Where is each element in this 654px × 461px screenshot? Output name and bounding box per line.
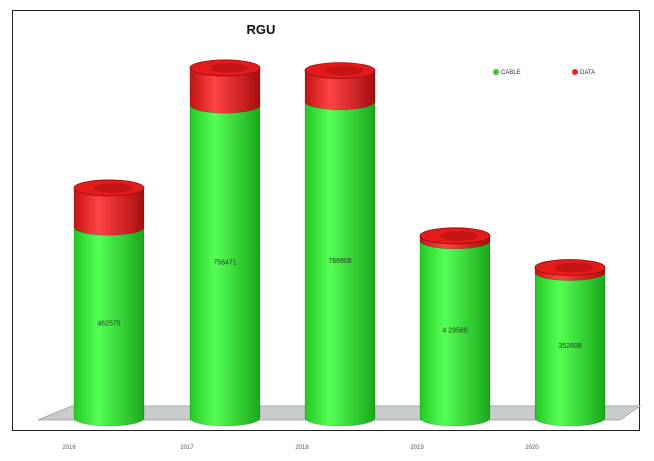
bars-group: 462575 758471 766908 4 29580 352808 [73,59,606,427]
legend-label-data: DATA [580,70,595,76]
value-label-2018: 766908 [328,258,351,265]
bar-2018 [304,62,376,427]
legend-label-cable: CABLE [501,70,521,76]
legend-swatch-cable [493,69,499,75]
bar-2017 [189,59,261,427]
bar-2017-cap-shade [209,63,249,73]
value-label-2020: 352808 [558,343,581,350]
bar-2019-cap-shade [439,230,479,241]
x-tick-2016: 2016 [62,445,76,451]
x-tick-2018: 2018 [295,445,309,451]
value-label-2016: 462575 [97,321,120,328]
bar-2019 [419,227,491,427]
bar-2020-cap-shade [554,262,594,273]
bar-2020 [534,259,606,427]
x-tick-2020: 2020 [525,445,539,451]
x-tick-2019: 2019 [410,445,424,451]
legend-swatch-data [572,69,578,75]
x-axis-ticks: 2016 2017 2018 2019 2020 [62,445,539,451]
bar-2016 [73,179,145,427]
chart-title: RGU [247,22,276,37]
bar-2018-cap-shade [324,65,364,76]
value-label-2017: 758471 [213,260,236,267]
chart-legend: CABLE DATA [493,69,595,76]
value-label-2019: 4 29580 [442,327,467,334]
x-tick-2017: 2017 [180,445,194,451]
bar-2016-cap-shade [93,183,133,193]
